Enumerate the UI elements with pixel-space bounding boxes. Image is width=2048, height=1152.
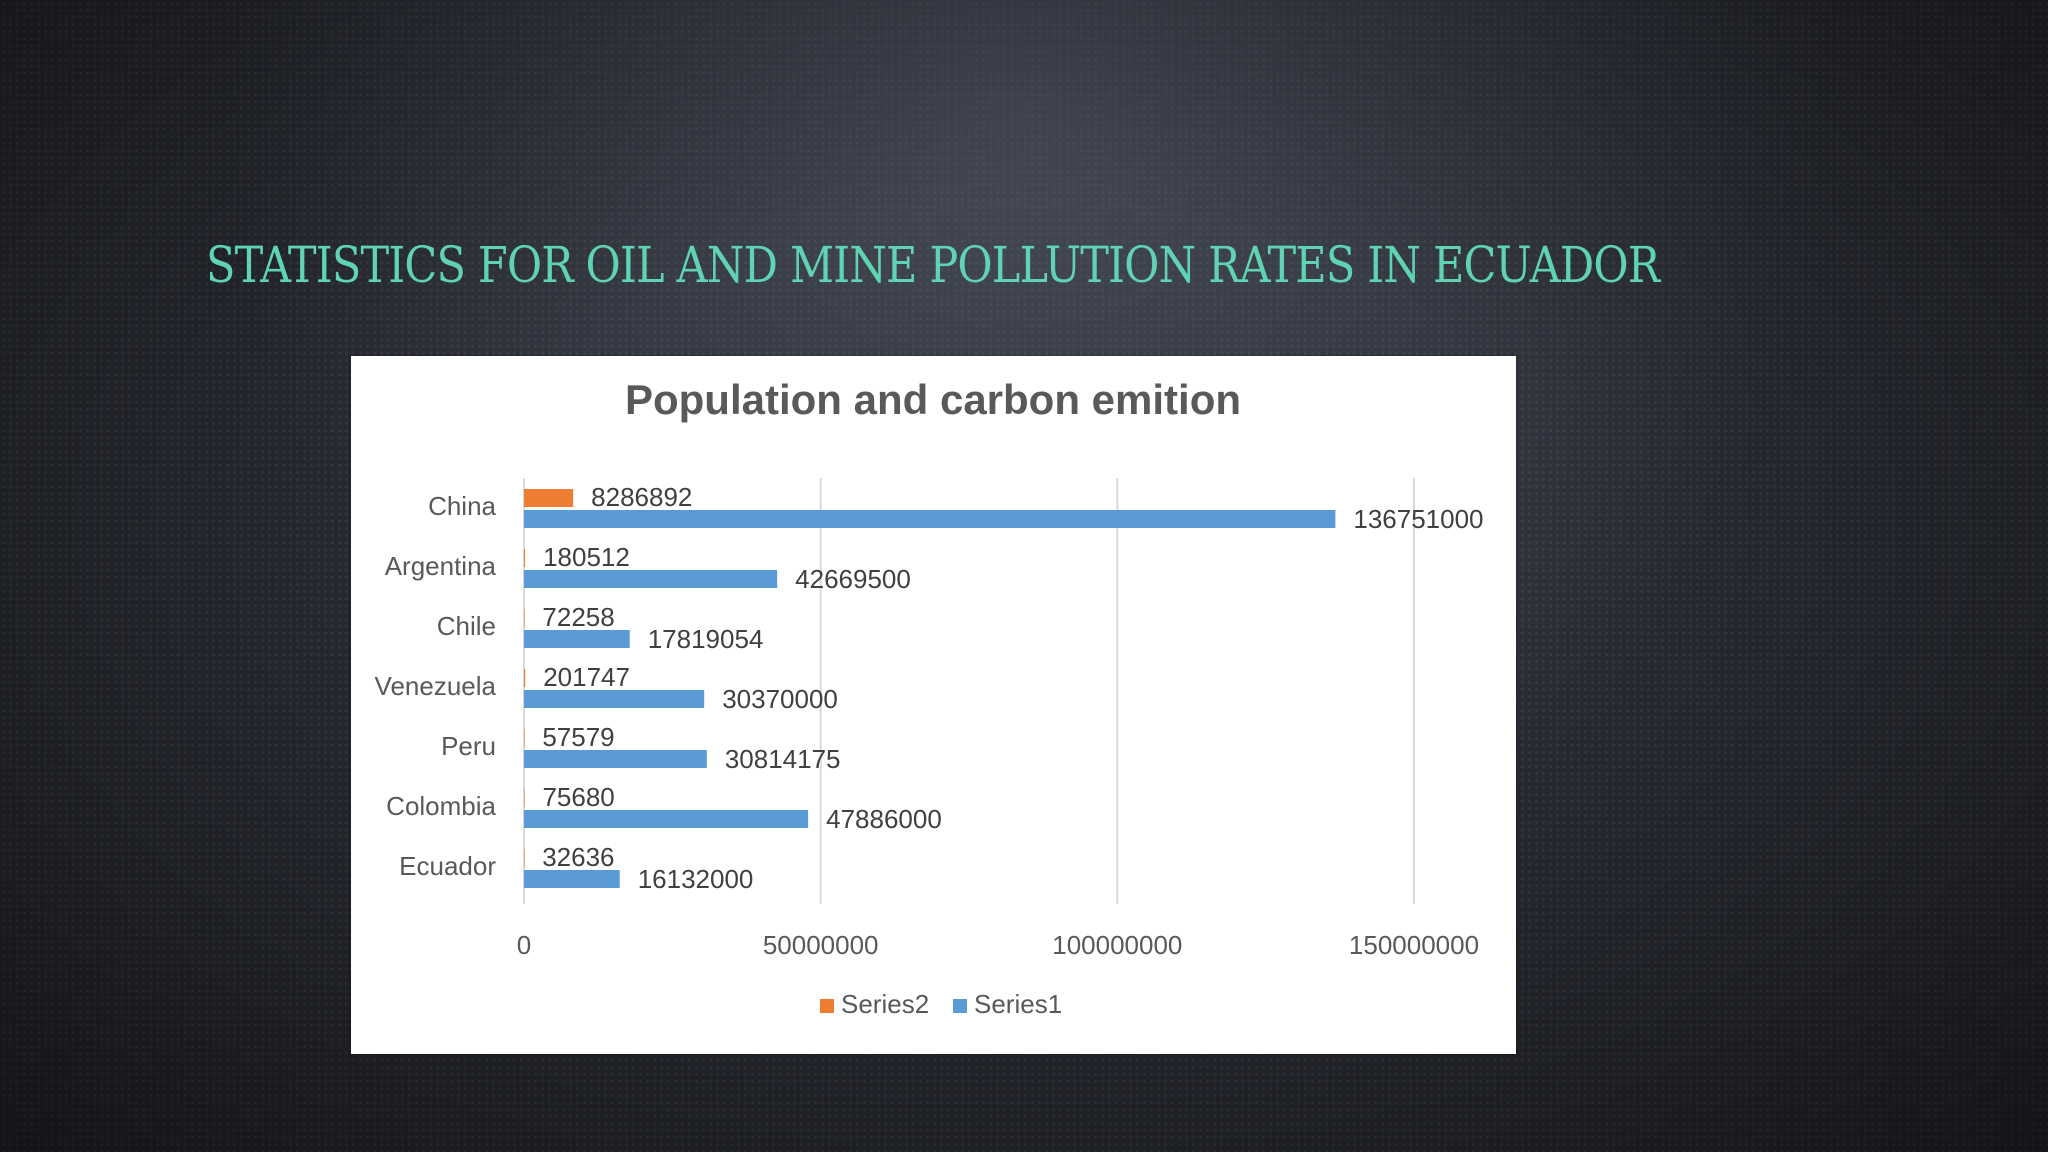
bar-series2 (524, 729, 525, 747)
bar-series2 (524, 849, 525, 867)
slide-title: STATISTICS FOR OIL AND MINE POLLUTION RA… (206, 236, 1660, 294)
chart-title: Population and carbon emition (625, 376, 1241, 423)
category-label: Colombia (386, 791, 496, 821)
bar-series1 (524, 870, 620, 888)
bar-series2 (524, 789, 525, 807)
x-tick-label: 100000000 (1052, 930, 1182, 960)
category-labels: China Argentina Chile Venezuela Peru Colombia… (375, 491, 497, 881)
data-label-series2: 72258 (542, 602, 614, 632)
legend-label: Series2 (841, 989, 929, 1019)
bar-series2 (524, 549, 526, 567)
x-tick-label: 0 (517, 930, 531, 960)
bar-series1 (524, 570, 778, 588)
data-label-series1: 136751000 (1353, 504, 1483, 534)
data-label-series2: 32636 (542, 842, 614, 872)
category-label: China (428, 491, 496, 521)
x-axis-ticks: 0 50000000 100000000 150000000 (517, 930, 1479, 960)
legend-swatch (820, 999, 834, 1013)
legend-label: Series1 (974, 989, 1062, 1019)
category-label: Peru (441, 731, 496, 761)
data-label-series2: 75680 (542, 782, 614, 812)
bar-series2 (524, 489, 574, 507)
chart-container: Population and carbon emition 8286892 136… (351, 356, 1516, 1054)
category-label: Argentina (385, 551, 497, 581)
data-label-series1: 47886000 (826, 804, 942, 834)
bar-series1 (524, 510, 1336, 528)
bar-series2 (524, 669, 526, 687)
data-label-series1: 16132000 (638, 864, 754, 894)
bars-group: 8286892 136751000 180512 42669500 72258 17819… (524, 482, 1484, 894)
legend-swatch (953, 999, 967, 1013)
legend: Series2 Series1 (820, 989, 1062, 1019)
data-label-series1: 30814175 (725, 744, 841, 774)
data-label-series2: 57579 (542, 722, 614, 752)
category-label: Chile (437, 611, 496, 641)
bar-series1 (524, 810, 809, 828)
bar-series2 (524, 609, 525, 627)
data-label-series1: 42669500 (795, 564, 911, 594)
bar-series1 (524, 750, 707, 768)
category-label: Venezuela (375, 671, 497, 701)
x-tick-label: 150000000 (1349, 930, 1479, 960)
data-label-series2: 201747 (543, 662, 630, 692)
bar-series1 (524, 690, 705, 708)
bar-series1 (524, 630, 630, 648)
x-tick-label: 50000000 (763, 930, 879, 960)
data-label-series1: 17819054 (648, 624, 764, 654)
bar-chart: Population and carbon emition 8286892 136… (375, 376, 1484, 1019)
data-label-series2: 180512 (543, 542, 630, 572)
category-label: Ecuador (399, 851, 496, 881)
data-label-series2: 8286892 (591, 482, 692, 512)
data-label-series1: 30370000 (722, 684, 838, 714)
